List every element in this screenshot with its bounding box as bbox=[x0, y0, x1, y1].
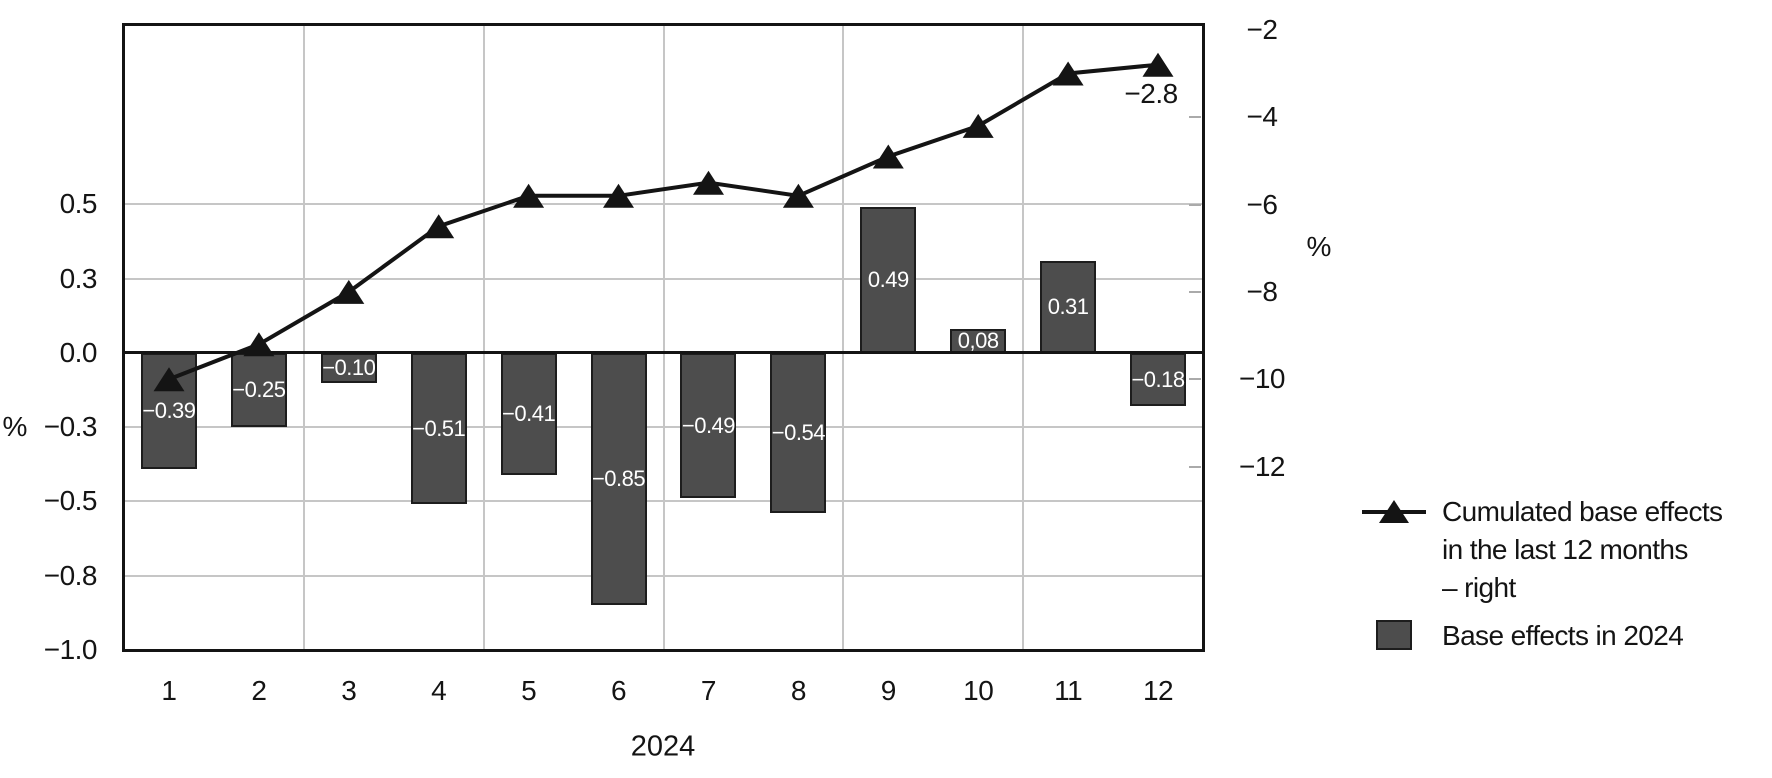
bar-value-label: −0.51 bbox=[412, 415, 466, 441]
legend-label: Cumulated base effects in the last 12 mon… bbox=[1442, 493, 1723, 607]
right-tick-label: −4 bbox=[1246, 101, 1278, 133]
triangle-marker bbox=[693, 170, 724, 195]
x-tick-label: 8 bbox=[790, 675, 807, 706]
x-tick-label: 7 bbox=[700, 675, 717, 706]
left-axis-title: % bbox=[2, 411, 28, 442]
legend-marker bbox=[1360, 493, 1430, 531]
bar-value-label: 0,08 bbox=[957, 328, 999, 354]
left-tick-label: 0.3 bbox=[59, 262, 98, 294]
bar-value-label: 0.49 bbox=[867, 267, 909, 293]
x-axis-title: 2024 bbox=[630, 730, 696, 763]
triangle-marker bbox=[1142, 52, 1174, 77]
zero-line bbox=[124, 351, 1203, 355]
bar-value-label: 0.31 bbox=[1047, 293, 1089, 319]
v-gridline bbox=[662, 25, 665, 650]
left-tick-label: −0.3 bbox=[43, 411, 98, 443]
v-gridline bbox=[1022, 25, 1025, 650]
bar-value-label: −0.18 bbox=[1131, 366, 1185, 392]
legend-label: Base effects in 2024 bbox=[1442, 617, 1684, 655]
bar-swatch-icon bbox=[1376, 620, 1412, 650]
right-tick-label: −2 bbox=[1246, 13, 1278, 45]
bar-value-label: −0.10 bbox=[322, 354, 376, 380]
triangle-marker bbox=[423, 214, 455, 239]
triangle-marker-icon bbox=[1379, 500, 1409, 523]
bar-value-label: −0.49 bbox=[681, 412, 736, 438]
legend-label-line: – right bbox=[1442, 572, 1516, 603]
right-axis-tick bbox=[1189, 290, 1201, 293]
left-tick-label: −0.8 bbox=[43, 559, 98, 591]
legend-label-line: Cumulated base effects bbox=[1442, 496, 1723, 527]
triangle-marker bbox=[333, 279, 365, 304]
x-tick-label: 4 bbox=[431, 675, 447, 706]
left-tick-label: 0.0 bbox=[59, 336, 98, 368]
bar-value-label: −0.41 bbox=[502, 400, 556, 426]
right-axis-tick bbox=[1189, 465, 1201, 468]
legend-marker bbox=[1360, 617, 1430, 655]
right-tick-label: −8 bbox=[1246, 275, 1278, 307]
triangle-marker bbox=[872, 144, 904, 169]
left-tick-label: 0.5 bbox=[59, 188, 98, 220]
right-axis-tick bbox=[1189, 378, 1201, 381]
x-tick-label: 3 bbox=[341, 675, 357, 706]
v-gridline bbox=[482, 25, 485, 650]
x-tick-label: 5 bbox=[521, 675, 537, 706]
triangle-marker bbox=[962, 113, 994, 138]
x-tick-label: 10 bbox=[963, 675, 994, 706]
x-tick-label: 6 bbox=[610, 675, 627, 706]
right-tick-label: −12 bbox=[1239, 450, 1286, 482]
left-tick-label: −1.0 bbox=[43, 634, 98, 665]
x-tick-label: 12 bbox=[1142, 675, 1174, 706]
x-tick-label: 11 bbox=[1054, 675, 1083, 706]
left-tick-label: −0.5 bbox=[43, 485, 98, 517]
triangle-marker bbox=[1052, 61, 1084, 86]
legend-entry: Cumulated base effects in the last 12 mon… bbox=[1360, 493, 1723, 607]
right-axis-tick bbox=[1189, 116, 1201, 119]
line-end-value-label: −2.8 bbox=[1124, 77, 1178, 109]
x-tick-label: 2 bbox=[251, 675, 267, 706]
right-tick-label: −10 bbox=[1239, 363, 1286, 395]
bar-value-label: −0.85 bbox=[591, 466, 646, 492]
bar-value-label: −0.54 bbox=[771, 420, 826, 446]
x-tick-label: 9 bbox=[880, 675, 897, 706]
legend-entry: Base effects in 2024 bbox=[1360, 617, 1722, 655]
right-axis-tick bbox=[1189, 203, 1201, 206]
right-tick-label: −6 bbox=[1246, 188, 1278, 220]
legend: Cumulated base effects in the last 12 mon… bbox=[1360, 493, 1723, 655]
x-tick-label: 1 bbox=[161, 675, 177, 706]
bar-value-label: −0.25 bbox=[232, 377, 286, 403]
v-gridline bbox=[302, 25, 305, 650]
bar-value-label: −0.39 bbox=[142, 397, 196, 423]
v-gridline bbox=[842, 25, 845, 650]
legend-label-line: Base effects in 2024 bbox=[1442, 620, 1684, 651]
right-axis-title: % bbox=[1306, 231, 1332, 262]
legend-label-line: in the last 12 months bbox=[1442, 534, 1688, 565]
